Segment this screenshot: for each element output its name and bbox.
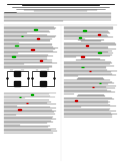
Bar — [15, 45, 18, 46]
Bar — [12, 56, 15, 57]
Bar — [40, 81, 46, 86]
Bar — [75, 100, 77, 101]
Bar — [14, 71, 20, 75]
Bar — [40, 60, 42, 61]
Bar — [81, 56, 84, 57]
Bar — [40, 71, 46, 75]
Bar — [98, 34, 100, 35]
Bar — [31, 49, 34, 50]
Bar — [18, 109, 21, 110]
Bar — [32, 71, 54, 86]
Bar — [34, 29, 37, 30]
Bar — [7, 71, 28, 86]
Bar — [83, 30, 86, 31]
Bar — [37, 38, 39, 39]
Bar — [91, 87, 94, 88]
Bar — [86, 45, 88, 46]
Bar — [79, 37, 81, 38]
Bar — [14, 81, 20, 86]
Bar — [31, 94, 33, 95]
